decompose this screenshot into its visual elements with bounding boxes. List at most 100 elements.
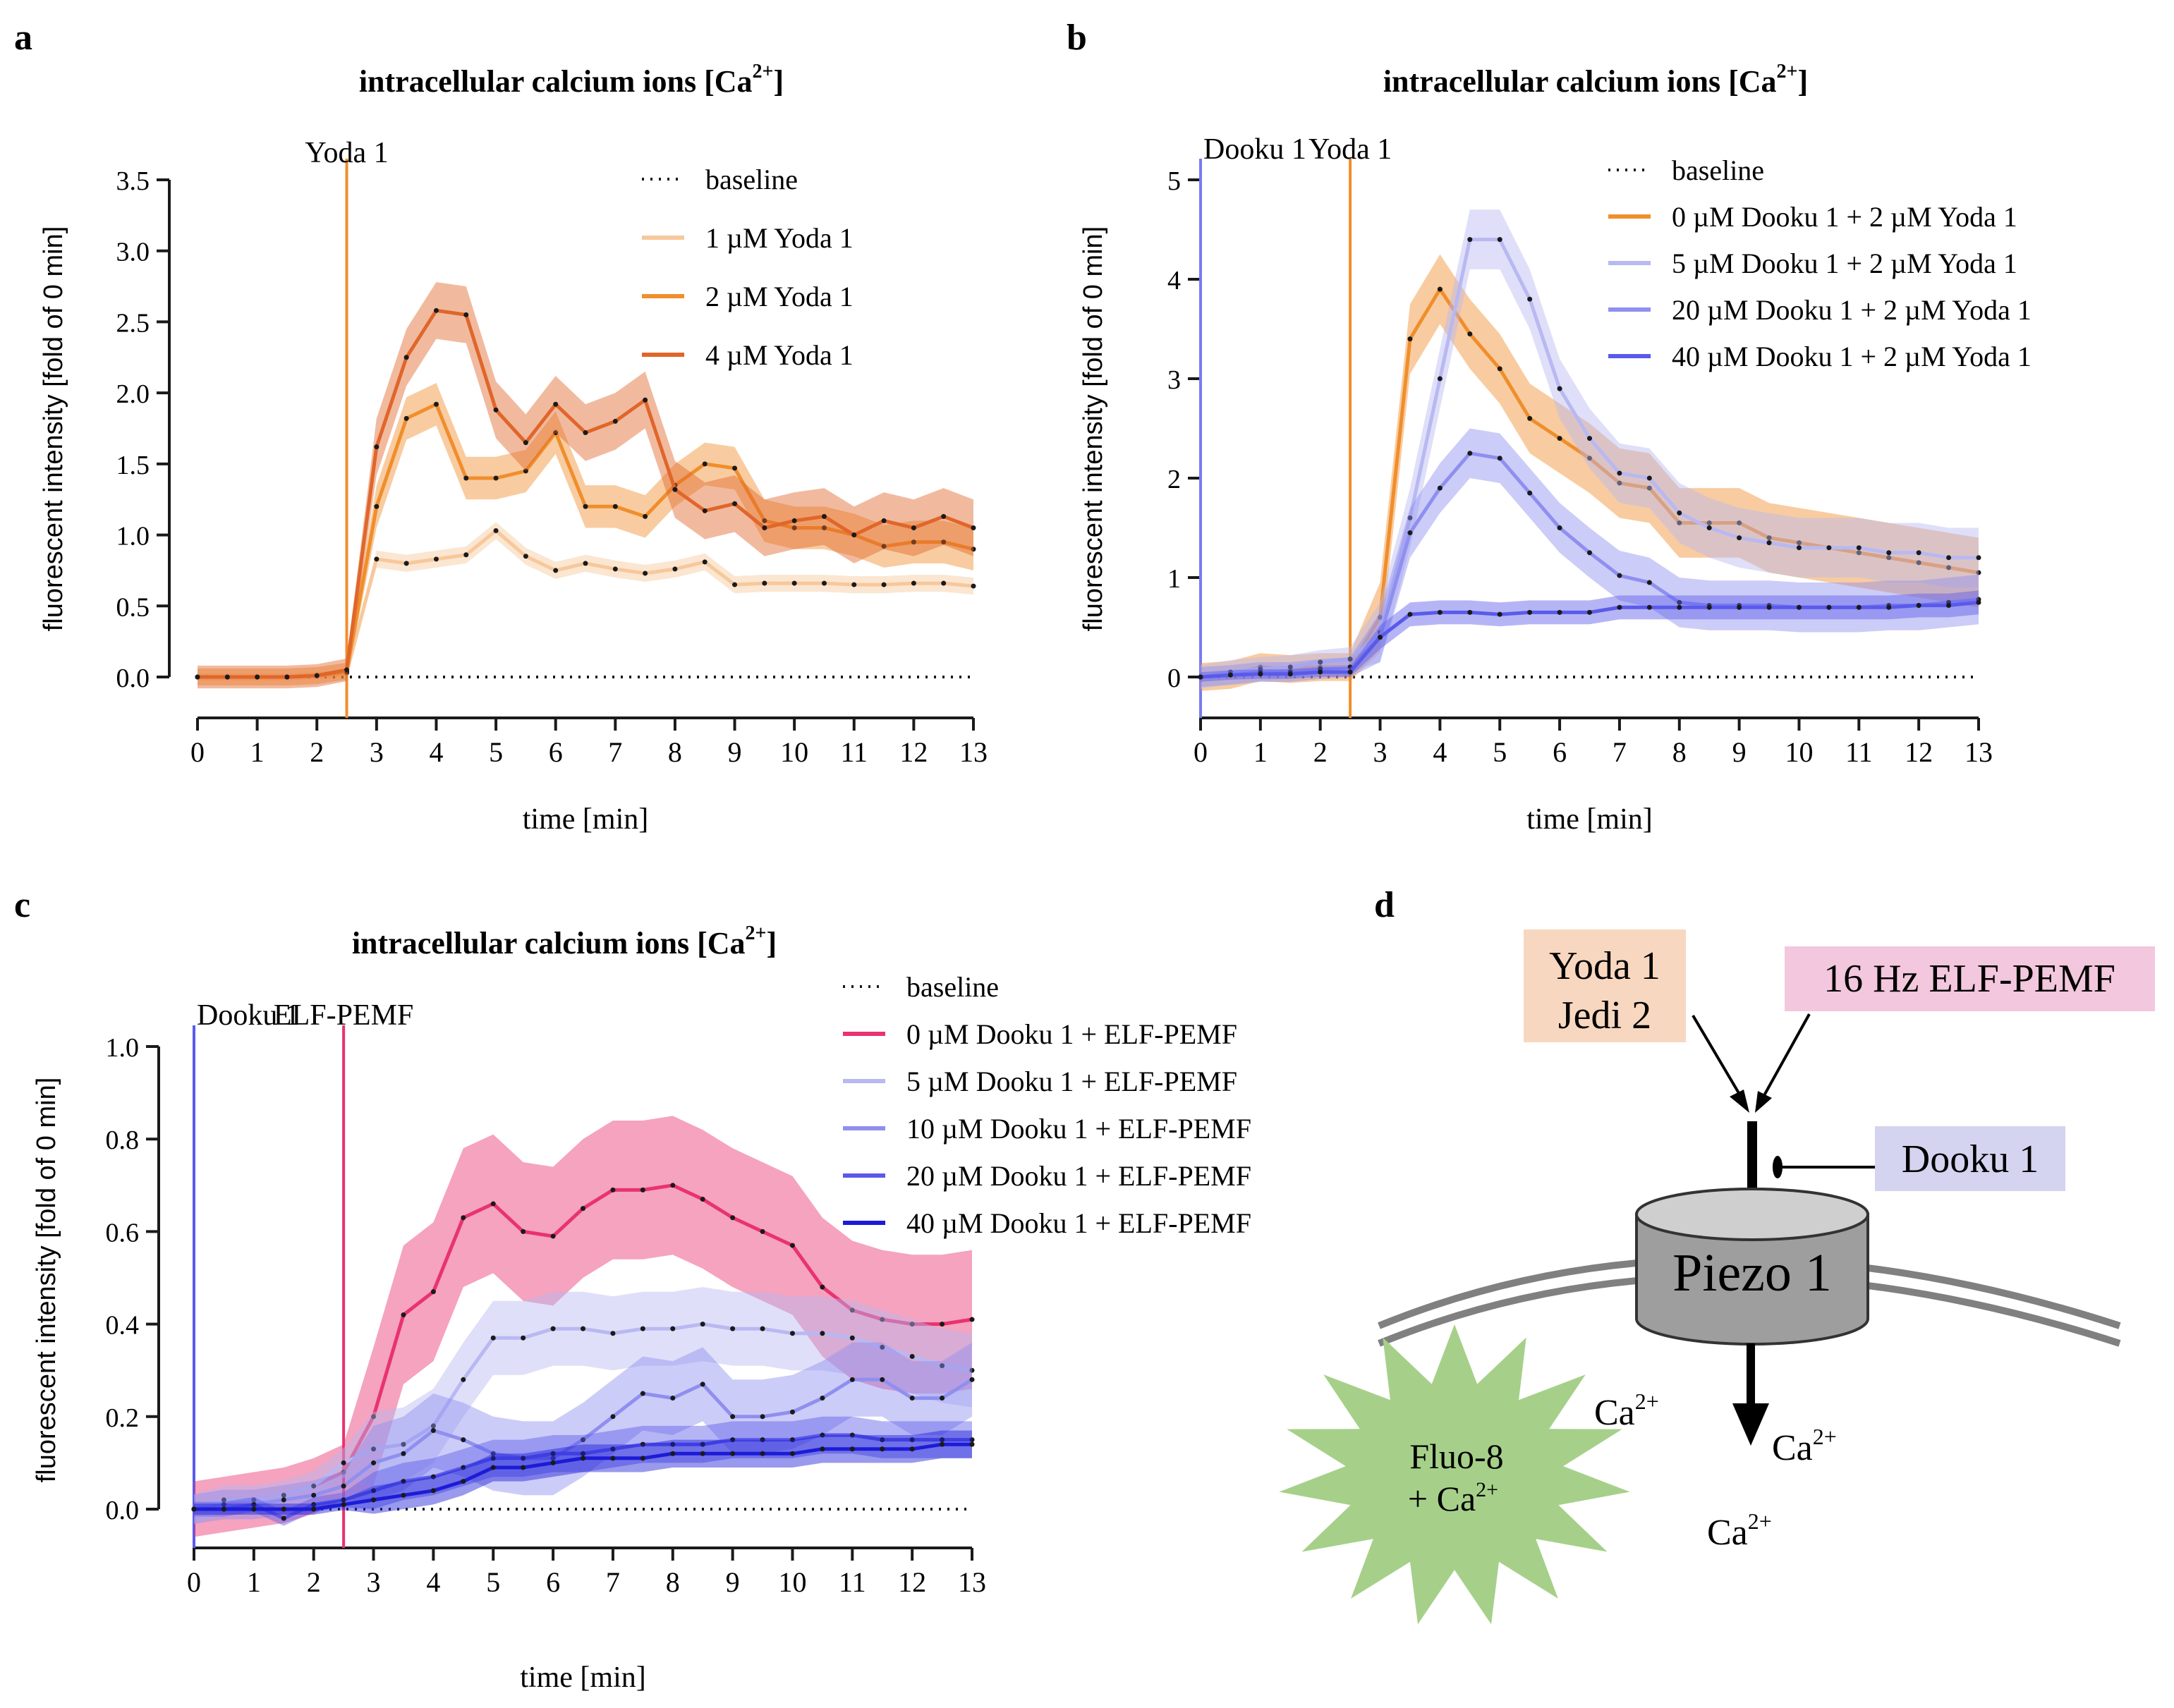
data-point <box>612 418 618 424</box>
data-point <box>1976 570 1981 575</box>
chart-c-title: intracellular calcium ions [Ca2+] <box>352 922 777 960</box>
y-tick-label: 0.2 <box>106 1403 140 1433</box>
data-point <box>762 518 767 523</box>
series-error-band <box>1201 254 1979 691</box>
data-point <box>1497 366 1502 372</box>
data-point <box>281 1497 286 1503</box>
x-tick-label: 8 <box>668 736 682 768</box>
data-point <box>1407 530 1413 536</box>
data-point <box>521 1465 526 1470</box>
data-point <box>670 1396 676 1401</box>
data-point <box>1587 456 1592 461</box>
data-point <box>762 525 767 530</box>
data-point <box>521 1456 526 1461</box>
data-point <box>1856 550 1862 556</box>
data-point <box>1796 545 1802 551</box>
y-tick-label: 0.0 <box>106 1496 140 1525</box>
data-point <box>670 1441 676 1447</box>
data-point <box>1737 520 1742 525</box>
data-point <box>880 1377 885 1382</box>
data-point <box>195 674 200 680</box>
data-point <box>1587 550 1592 556</box>
data-point <box>700 1451 705 1456</box>
data-point <box>640 1391 645 1396</box>
data-point <box>1886 550 1892 556</box>
x-tick-label: 1 <box>247 1566 261 1598</box>
data-point <box>880 1446 885 1452</box>
data-point <box>1347 657 1353 662</box>
data-point <box>1198 674 1203 680</box>
x-tick-label: 8 <box>1672 736 1687 768</box>
data-point <box>433 307 439 313</box>
data-point <box>760 1451 765 1456</box>
data-point <box>1587 436 1592 441</box>
data-point <box>1646 580 1652 585</box>
data-point <box>1677 599 1682 605</box>
series-error-band <box>194 1430 972 1515</box>
data-point <box>670 1326 676 1331</box>
x-axis-title: time [min] <box>1526 803 1652 836</box>
ca-label-1: Ca2+ <box>1594 1389 1659 1433</box>
data-point <box>1826 604 1832 610</box>
data-point <box>553 568 559 573</box>
y-tick-label: 0.0 <box>116 664 150 693</box>
x-tick-label: 4 <box>426 1566 440 1598</box>
data-point <box>523 468 528 474</box>
data-point <box>881 518 887 523</box>
yoda-jedi-box <box>1524 929 1686 1042</box>
data-point <box>430 1474 436 1480</box>
y-tick-label: 2.5 <box>116 308 150 338</box>
data-point <box>610 1187 616 1192</box>
data-point <box>403 561 409 566</box>
data-point <box>700 1196 705 1202</box>
data-point <box>490 1465 496 1470</box>
data-point <box>550 1456 556 1461</box>
data-point <box>610 1414 616 1420</box>
data-point <box>940 1322 945 1327</box>
data-point <box>553 430 559 436</box>
data-point <box>581 1451 585 1456</box>
data-point <box>1946 602 1952 608</box>
x-tick-label: 12 <box>898 1566 926 1598</box>
x-tick-label: 6 <box>546 1566 560 1598</box>
y-tick-label: 2 <box>1167 465 1181 494</box>
data-point <box>789 1451 795 1456</box>
y-tick-label: 5 <box>1167 166 1181 196</box>
data-point <box>581 1206 585 1212</box>
data-point <box>612 566 618 572</box>
x-tick-label: 2 <box>307 1566 321 1598</box>
panel-letter-d: d <box>1374 885 1395 925</box>
data-point <box>610 1446 616 1452</box>
x-tick-label: 3 <box>367 1566 381 1598</box>
data-point <box>881 582 887 587</box>
data-point <box>911 580 916 586</box>
data-point <box>1527 490 1533 496</box>
data-point <box>371 1414 377 1420</box>
data-point <box>1916 560 1921 566</box>
data-point <box>791 525 797 530</box>
x-tick-label: 6 <box>549 736 563 768</box>
data-point <box>221 1506 226 1512</box>
data-point <box>221 1501 226 1507</box>
dooku-inhibit-end <box>1773 1156 1783 1178</box>
data-point <box>341 1501 346 1507</box>
data-point <box>672 566 678 572</box>
piezo1-channel-top <box>1635 1188 1869 1241</box>
data-point <box>732 465 738 471</box>
x-tick-label: 8 <box>666 1566 680 1598</box>
x-tick-label: 10 <box>778 1566 806 1598</box>
data-point <box>702 508 708 513</box>
y-tick-label: 1 <box>1167 564 1181 594</box>
data-point <box>550 1460 556 1465</box>
data-point <box>550 1233 556 1239</box>
data-point <box>344 667 350 673</box>
data-point <box>1677 604 1682 610</box>
data-point <box>1557 525 1562 530</box>
data-point <box>311 1501 317 1507</box>
pemf-box-label: 16 Hz ELF-PEMF <box>1823 957 2115 1001</box>
x-tick-label: 1 <box>1253 736 1268 768</box>
data-point <box>1677 520 1682 525</box>
data-point <box>1467 237 1473 243</box>
data-point <box>851 532 857 538</box>
